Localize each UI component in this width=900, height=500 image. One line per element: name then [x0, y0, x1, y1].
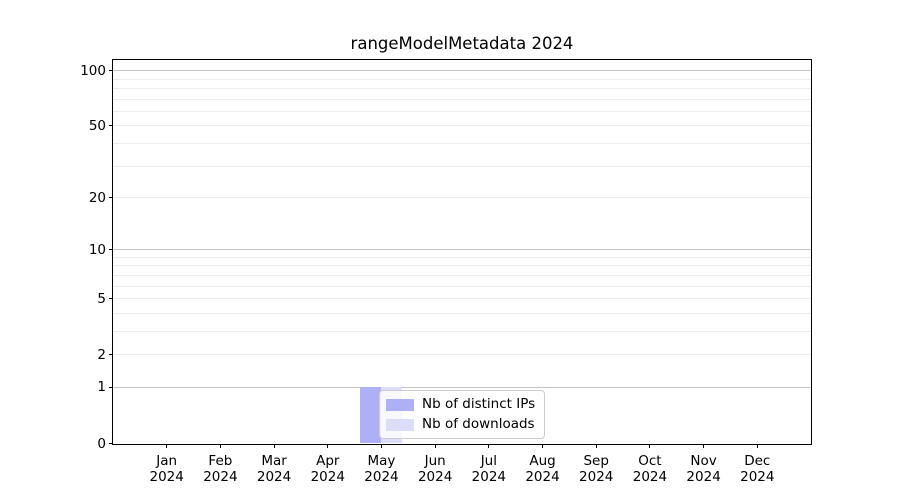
- y-tick-label: 20: [88, 189, 106, 206]
- x-tick-year: 2024: [310, 469, 345, 485]
- legend-label-distinct-ips: Nb of distinct IPs: [422, 396, 536, 412]
- x-tick-label: Aug 2024: [508, 453, 578, 486]
- x-tick-label: Jun 2024: [400, 453, 470, 486]
- y-tick-label: 1: [97, 379, 106, 396]
- y-tick-label: 5: [97, 290, 106, 307]
- gridline-minor: [113, 298, 811, 300]
- legend-entry-downloads: Nb of downloads: [386, 416, 535, 433]
- x-tick-label: Mar 2024: [239, 453, 309, 486]
- x-tick-year: 2024: [525, 469, 560, 485]
- x-tick-mark: [542, 444, 544, 448]
- y-tick-mark: [108, 386, 113, 388]
- x-tick-year: 2024: [256, 469, 292, 485]
- y-tick-mark: [108, 298, 113, 300]
- gridline-minor: [113, 265, 811, 267]
- x-tick-year: 2024: [364, 469, 399, 485]
- x-tick-mark: [166, 444, 168, 448]
- x-tick-year: 2024: [632, 469, 668, 485]
- x-tick-month: Jun: [424, 452, 446, 469]
- x-tick-month: May: [367, 452, 396, 469]
- bar-distinct-ips: [360, 387, 382, 444]
- gridline-minor: [113, 274, 811, 276]
- x-tick-year: 2024: [203, 469, 238, 485]
- legend-entry-distinct-ips: Nb of distinct IPs: [386, 396, 535, 413]
- gridline-minor: [113, 165, 811, 167]
- gridline-minor: [113, 312, 811, 314]
- x-tick-month: Nov: [690, 452, 717, 469]
- x-tick-month: Apr: [316, 452, 340, 469]
- x-tick-mark: [380, 444, 382, 448]
- legend-swatch-downloads-icon: [386, 418, 414, 431]
- x-tick-month: Aug: [529, 452, 556, 469]
- gridline-minor: [113, 256, 811, 258]
- y-tick-mark: [108, 125, 113, 127]
- x-tick-year: 2024: [471, 469, 507, 485]
- y-tick-label: 10: [88, 241, 106, 258]
- gridline-minor: [113, 98, 811, 100]
- gridline-minor: [113, 142, 811, 144]
- gridline-major: [113, 386, 811, 388]
- x-tick-year: 2024: [740, 469, 775, 485]
- gridline-minor: [113, 110, 811, 112]
- x-tick-month: Jan: [156, 452, 178, 469]
- y-tick-mark: [108, 354, 113, 356]
- x-tick-mark: [595, 444, 597, 448]
- y-tick-label: 100: [80, 62, 106, 79]
- x-tick-mark: [756, 444, 758, 448]
- x-tick-mark: [219, 444, 221, 448]
- y-tick-label: 0: [97, 435, 106, 452]
- x-tick-label: Dec 2024: [722, 453, 792, 486]
- x-tick-label: Feb 2024: [185, 453, 255, 486]
- legend-swatch-distinct-ips-icon: [386, 398, 414, 411]
- y-tick-mark: [108, 197, 113, 198]
- x-tick-year: 2024: [149, 469, 184, 485]
- x-tick-label: Jan 2024: [132, 453, 202, 486]
- x-tick-year: 2024: [686, 469, 721, 485]
- y-tick-label: 50: [88, 117, 106, 134]
- y-tick-mark: [108, 443, 113, 444]
- x-tick-mark: [273, 444, 275, 448]
- x-tick-month: Oct: [638, 452, 662, 469]
- x-tick-month: Dec: [744, 452, 771, 469]
- x-tick-label: Oct 2024: [615, 453, 685, 486]
- x-tick-mark: [703, 444, 705, 448]
- x-tick-label: Nov 2024: [669, 453, 739, 486]
- gridline-minor: [113, 197, 811, 198]
- x-tick-mark: [649, 444, 651, 448]
- x-tick-month: Mar: [261, 452, 287, 469]
- x-tick-mark: [488, 444, 490, 448]
- x-tick-label: Sep 2024: [561, 453, 631, 486]
- gridline-minor: [113, 285, 811, 287]
- x-tick-year: 2024: [417, 469, 453, 485]
- x-tick-label: Jul 2024: [454, 453, 524, 486]
- legend: Nb of distinct IPs Nb of downloads: [379, 390, 546, 439]
- y-tick-mark: [108, 249, 113, 251]
- x-tick-label: Apr 2024: [293, 453, 363, 486]
- x-tick-month: Jul: [480, 452, 497, 469]
- gridline-minor: [113, 78, 811, 80]
- x-tick-mark: [327, 444, 329, 448]
- legend-label-downloads: Nb of downloads: [422, 416, 535, 432]
- x-tick-label: May 2024: [346, 453, 416, 486]
- gridline-major: [113, 70, 811, 72]
- x-tick-month: Feb: [208, 452, 233, 469]
- gridline-minor: [113, 87, 811, 89]
- gridline-minor: [113, 354, 811, 356]
- plot-area: [112, 59, 812, 445]
- y-tick-mark: [108, 70, 113, 72]
- gridline-minor: [113, 125, 811, 127]
- chart-title: rangeModelMetadata 2024: [350, 34, 574, 53]
- x-tick-mark: [434, 444, 436, 448]
- gridline-minor: [113, 330, 811, 332]
- y-tick-label: 2: [97, 346, 106, 363]
- gridline-major: [113, 249, 811, 251]
- x-tick-month: Sep: [583, 452, 609, 469]
- x-tick-year: 2024: [579, 469, 614, 485]
